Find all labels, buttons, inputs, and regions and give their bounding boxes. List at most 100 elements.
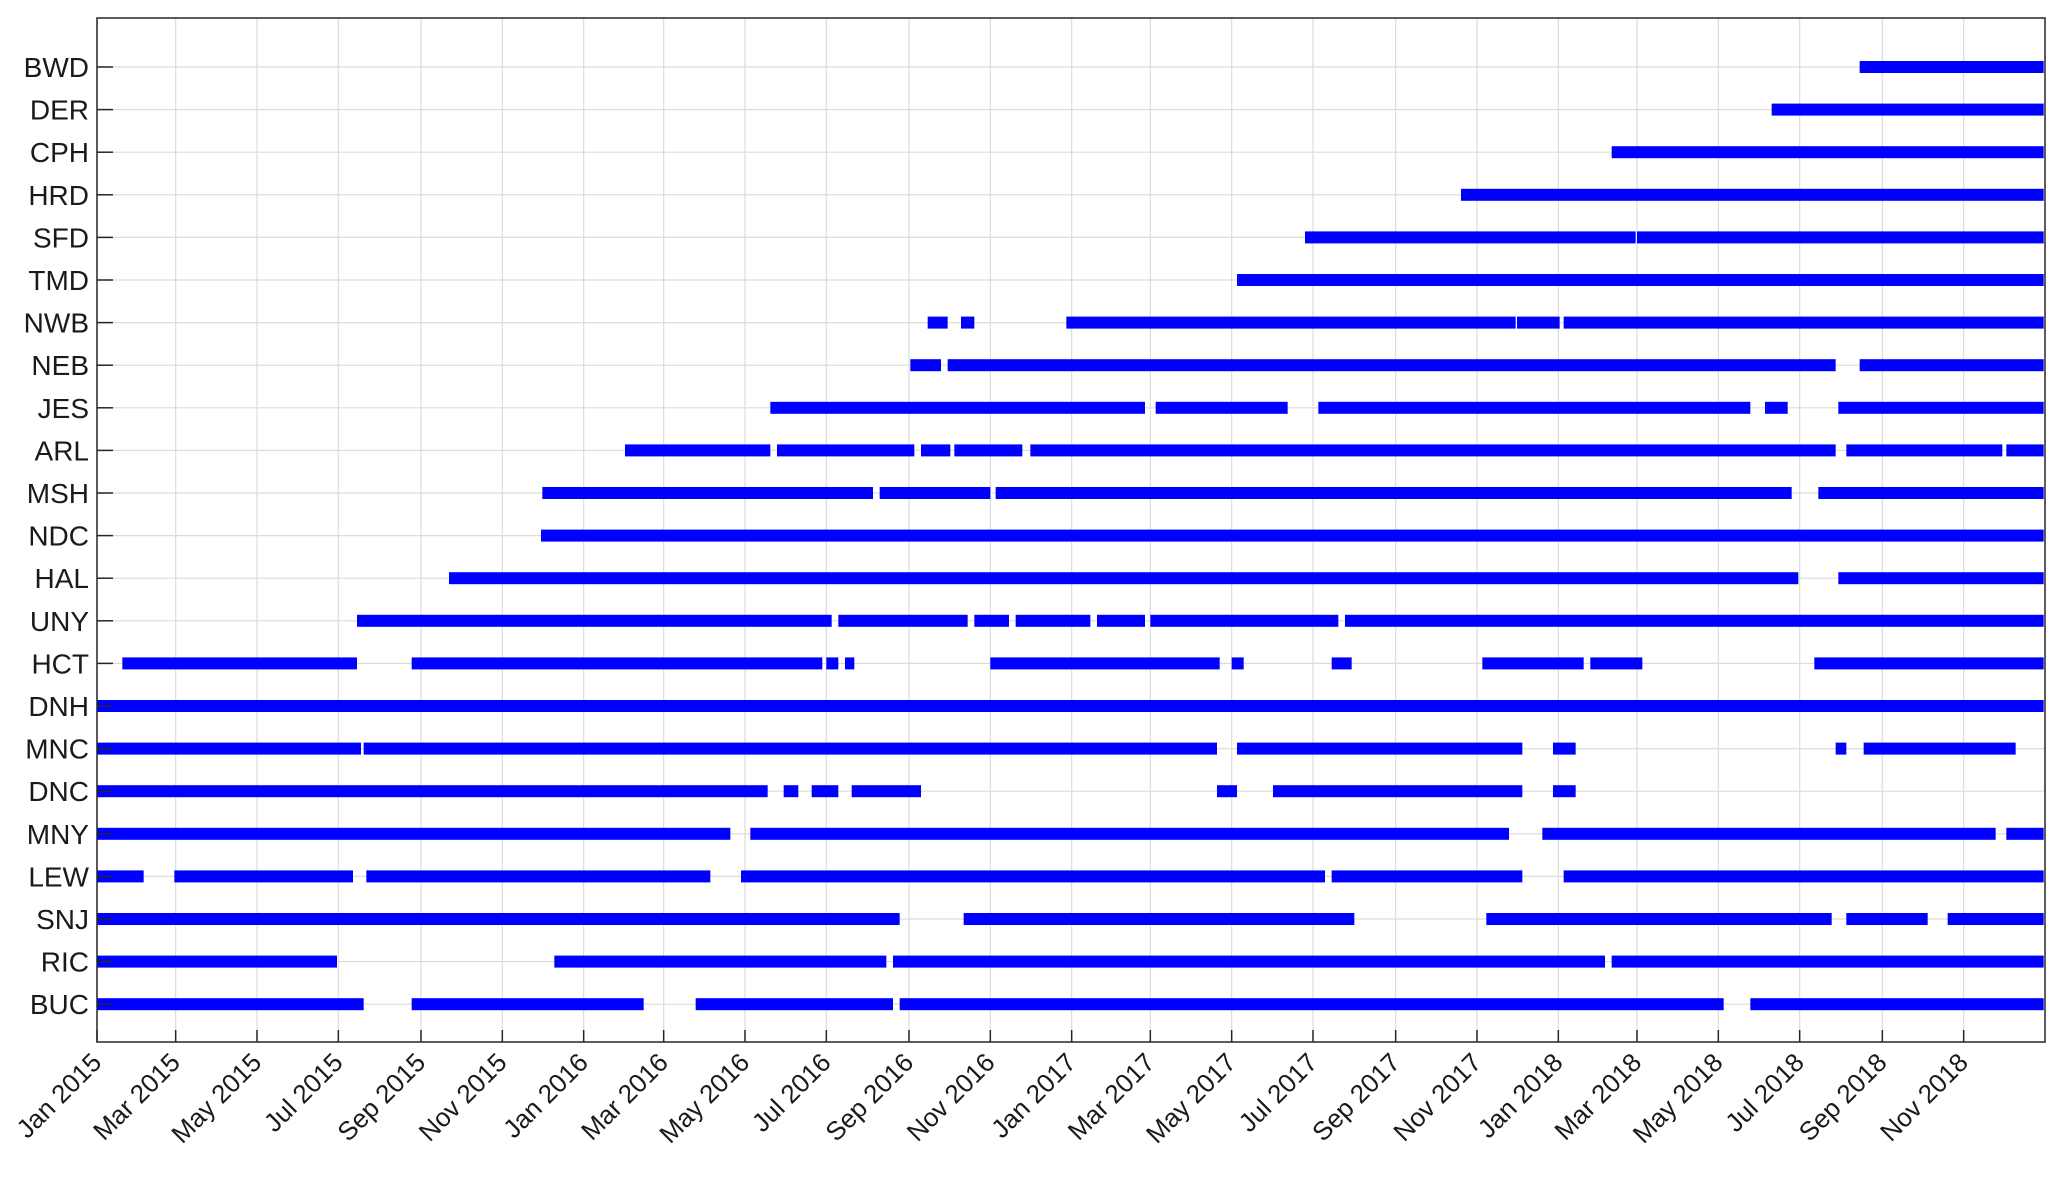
availability-bar [954, 444, 1023, 457]
availability-bar [1846, 444, 2003, 457]
availability-bar [921, 444, 951, 457]
x-tick-label: Nov 2016 [901, 1047, 1001, 1147]
station-row-hrd [1461, 188, 2044, 201]
y-tick-label-dnh: DNH [28, 691, 89, 722]
availability-bar [995, 487, 1792, 499]
y-tick-label-hrd: HRD [28, 180, 89, 211]
availability-bar [1818, 487, 2044, 499]
availability-bar [97, 998, 364, 1011]
availability-bar [625, 444, 771, 457]
availability-bar [357, 614, 832, 627]
availability-bar [1273, 785, 1523, 798]
station-row-cph [1611, 146, 2044, 159]
y-tick-label-dnc: DNC [28, 776, 89, 807]
station-row-bwd [1859, 61, 2044, 73]
availability-bar [1611, 955, 2044, 968]
availability-bar [893, 955, 1605, 968]
availability-bar [1611, 146, 2044, 159]
availability-bar [1863, 742, 2016, 755]
availability-bar [1637, 231, 2044, 244]
availability-bar [1947, 913, 2044, 925]
availability-bar [1030, 444, 1836, 457]
y-tick-label-mny: MNY [27, 819, 90, 850]
availability-bar [1331, 657, 1352, 670]
availability-bar [1318, 401, 1751, 414]
availability-bar [845, 657, 855, 670]
x-tick-label: Sep 2017 [1306, 1047, 1406, 1147]
availability-bar [741, 870, 1325, 883]
availability-bar [1305, 231, 1636, 244]
availability-bar [97, 785, 768, 798]
availability-bar [1217, 785, 1237, 798]
y-tick-label-msh: MSH [27, 478, 89, 509]
station-row-tmd [1237, 274, 2044, 286]
y-tick-label-buc: BUC [30, 989, 89, 1020]
availability-bar [542, 487, 873, 499]
availability-bar [990, 657, 1220, 670]
station-row-lew [97, 870, 2044, 883]
station-row-mny [97, 827, 2044, 840]
station-row-jes [770, 401, 2044, 414]
availability-bar [97, 913, 900, 925]
x-tick-label: Sep 2016 [819, 1047, 919, 1147]
x-tick-label: May 2015 [165, 1047, 267, 1149]
availability-bar [1237, 742, 1523, 755]
availability-bar [963, 913, 1355, 925]
availability-bar [1066, 316, 1516, 329]
x-tick-label: Nov 2017 [1387, 1047, 1487, 1147]
availability-bar [174, 870, 353, 883]
availability-bar [1015, 614, 1091, 627]
availability-bar [449, 572, 1799, 585]
station-row-nwb [927, 316, 2044, 329]
station-row-neb [910, 359, 2044, 372]
station-row-dnh [97, 700, 2044, 712]
y-tick-label-hct: HCT [31, 648, 89, 679]
x-tick-label: Nov 2018 [1874, 1047, 1974, 1147]
x-tick-label: May 2018 [1627, 1047, 1729, 1149]
availability-bar [554, 955, 887, 968]
availability-bar [1553, 742, 1576, 755]
y-tick-label-ric: RIC [41, 947, 89, 978]
availability-bar [97, 742, 361, 755]
availability-bar [1345, 614, 2044, 627]
station-row-sfd [1305, 231, 2044, 244]
availability-bar [1553, 785, 1576, 798]
availability-bar [1750, 998, 2044, 1011]
availability-bar [1846, 913, 1928, 925]
availability-bar [97, 700, 2044, 712]
y-tick-label-ndc: NDC [28, 521, 89, 552]
y-tick-label-jes: JES [38, 393, 89, 424]
y-tick-label-lew: LEW [28, 861, 89, 892]
station-row-msh [542, 487, 2044, 499]
availability-bar [1517, 316, 1560, 329]
x-tick-label: Sep 2015 [331, 1047, 431, 1147]
availability-bar [122, 657, 357, 670]
availability-bar [1838, 572, 2044, 585]
availability-bar [1590, 657, 1643, 670]
y-tick-label-sfd: SFD [33, 222, 89, 253]
availability-bar [974, 614, 1009, 627]
y-tick-label-mnc: MNC [25, 734, 89, 765]
y-tick-label-cph: CPH [30, 137, 89, 168]
x-tick-label: May 2017 [1140, 1047, 1242, 1149]
bar-layer [97, 61, 2044, 1011]
availability-bar [1859, 359, 2044, 372]
availability-bar [363, 742, 1218, 755]
station-row-der [1771, 103, 2044, 116]
availability-bar [1771, 103, 2044, 116]
y-tick-label-uny: UNY [30, 606, 89, 637]
availability-bar [879, 487, 991, 499]
station-row-dnc [97, 785, 1576, 798]
availability-bar [411, 657, 823, 670]
station-row-snj [97, 913, 2044, 925]
y-tick-label-bwd: BWD [24, 52, 89, 83]
y-tick-label-snj: SNJ [36, 904, 89, 935]
availability-bar [97, 870, 144, 883]
x-tick-label: May 2016 [653, 1047, 755, 1149]
availability-bar [2006, 444, 2044, 457]
availability-bar [1486, 913, 1832, 925]
availability-bar [541, 529, 2044, 542]
station-row-ndc [541, 529, 2044, 542]
